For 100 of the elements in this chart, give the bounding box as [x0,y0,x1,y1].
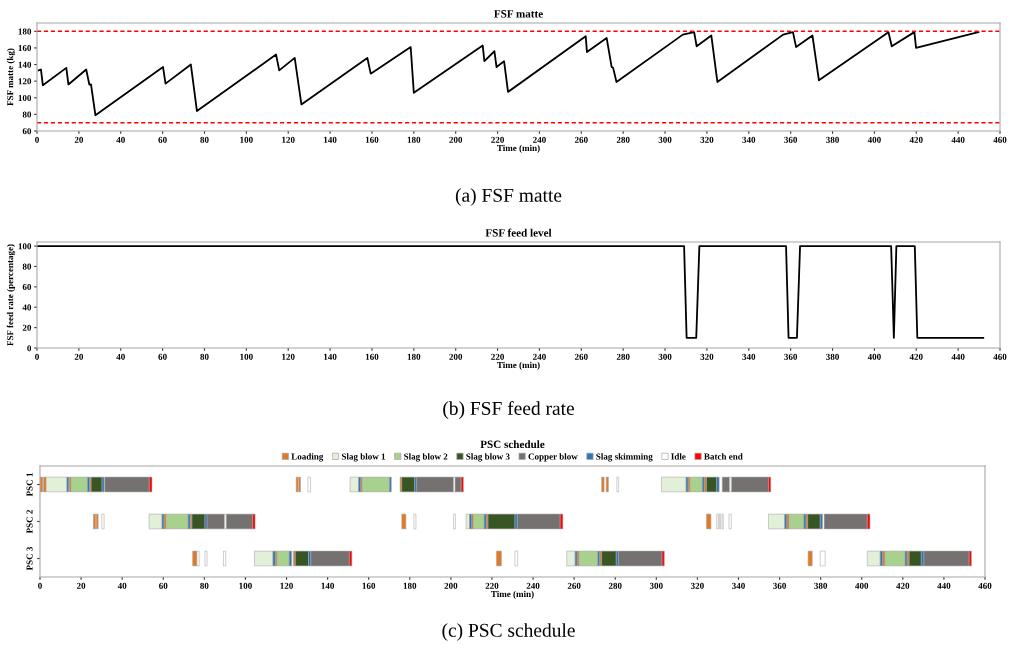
text: (b) FSF feed rate [443,401,574,419]
x-tick-label: 80 [200,582,209,589]
x-tick-label: 240 [526,582,540,589]
x-tick-label: 160 [365,136,379,143]
x-tick-label: 420 [909,353,923,360]
x-tick-label: 420 [909,136,923,143]
x-tick-label: 180 [407,353,421,360]
x-tick-label: 320 [700,136,714,143]
x-tick-label: 180 [407,136,421,143]
y-tick-label: 180 [18,28,32,35]
x-tick-label: 0 [35,136,39,143]
x-axis-title: Time (min) [497,144,540,153]
y-tick-label: 80 [22,263,32,270]
x-tick-label: 420 [896,582,910,589]
x-tick-label: 20 [74,136,84,143]
y-axis-title: FSF matte (kg) [6,48,16,106]
x-tick-label: 160 [365,353,379,360]
x-tick-label: 140 [324,353,337,360]
y-tick-label: 20 [22,324,32,331]
y-tick-label: 0 [27,345,32,352]
x-tick-label: 60 [158,136,167,143]
x-axis-title: Time (min) [491,590,534,599]
x-tick-label: 80 [200,353,209,360]
x-tick-label: 200 [444,582,458,589]
legend-label: Slag skimming [596,453,653,462]
x-tick-label: 0 [38,582,42,589]
x-tick-label: 320 [700,353,714,360]
x-tick-label: 400 [867,353,881,360]
x-tick-label: 220 [485,582,499,589]
y-tick-label: 80 [22,111,32,118]
x-tick-label: 40 [116,136,125,143]
y-tick-label: 40 [22,304,32,311]
legend-label: Slag blow 3 [466,453,510,462]
x-tick-label: 180 [403,582,417,589]
x-axis-title: Time (min) [497,361,540,370]
y-tick-label: 160 [18,45,32,52]
x-tick-label: 460 [993,136,1007,143]
x-tick-label: 200 [449,136,463,143]
x-tick-label: 360 [784,353,798,360]
legend-label: Slag blow 2 [404,453,448,462]
chart-title: FSF matte [494,10,543,18]
text: (c) PSC schedule [442,623,575,641]
x-tick-label: 340 [742,136,756,143]
x-tick-label: 220 [491,136,504,143]
x-tick-label: 300 [649,582,663,589]
y-tick-label: PSC 1 [26,473,33,497]
x-tick-label: 140 [324,136,337,143]
x-tick-label: 440 [951,136,965,143]
y-tick-label: 100 [18,243,32,250]
x-tick-label: 240 [533,353,546,360]
y-tick-label: 60 [22,128,32,135]
x-tick-label: 240 [533,136,546,143]
y-tick-label: 100 [18,94,32,101]
x-tick-label: 120 [282,353,295,360]
x-tick-label: 200 [449,353,463,360]
x-tick-label: 460 [993,353,1007,360]
x-tick-label: 280 [616,353,630,360]
x-tick-label: 0 [35,353,39,360]
x-tick-label: 360 [773,582,786,589]
y-tick-label: 140 [18,61,32,68]
x-tick-label: 20 [74,353,84,360]
x-tick-label: 440 [937,582,951,589]
y-tick-label: 120 [18,78,32,85]
y-tick-label: PSC 3 [26,546,33,571]
chart-title: PSC schedule [480,440,545,449]
legend-label: Copper blow [528,453,578,462]
x-tick-label: 120 [280,582,293,589]
legend-label: Batch end [704,453,743,460]
x-tick-label: 20 [76,582,86,589]
x-tick-label: 300 [658,353,672,360]
text: (a) FSF matte [455,188,562,206]
x-tick-label: 120 [282,136,295,143]
x-tick-label: 440 [951,353,965,360]
x-tick-label: 100 [239,582,252,589]
x-tick-label: 460 [978,582,992,589]
legend-label: Slag blow 1 [341,453,386,462]
x-tick-label: 80 [200,136,209,143]
x-tick-label: 60 [159,582,168,589]
y-tick-label: 60 [22,283,32,291]
x-tick-label: 380 [826,136,839,143]
x-tick-label: 260 [567,582,581,589]
x-tick-label: 280 [608,582,622,589]
x-tick-label: 300 [658,136,672,143]
x-tick-label: 100 [240,136,253,143]
x-tick-label: 220 [491,353,504,360]
x-tick-label: 160 [362,582,376,589]
y-axis-title: FSF feed rate (percentage) [6,244,16,346]
chart-title: FSF feed level [485,228,552,237]
x-tick-label: 40 [117,582,127,589]
x-tick-label: 400 [855,582,869,589]
x-tick-label: 40 [116,353,125,360]
x-tick-label: 260 [574,353,588,360]
x-tick-label: 360 [784,136,798,143]
x-tick-label: 60 [158,353,167,360]
x-tick-label: 320 [690,582,704,589]
legend-label: Loading [291,453,324,462]
y-tick-label: PSC 2 [26,509,33,534]
x-tick-label: 380 [826,353,839,360]
x-tick-label: 400 [867,136,881,143]
x-tick-label: 260 [574,136,588,143]
